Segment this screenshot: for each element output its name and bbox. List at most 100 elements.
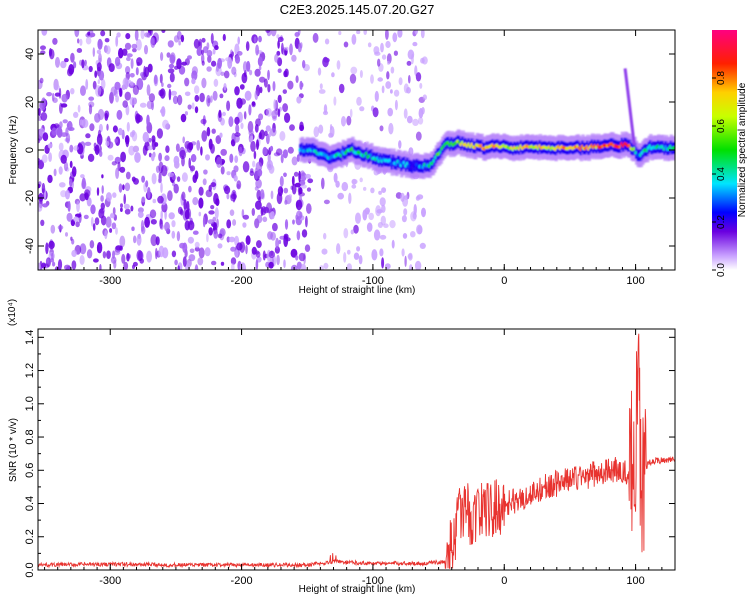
noise-blob [140, 30, 145, 40]
noise-blob [119, 166, 126, 173]
noise-blob [301, 229, 308, 238]
noise-blob [73, 216, 79, 222]
noise-blob [74, 30, 80, 38]
noise-blob [236, 97, 243, 109]
noise-blob [192, 230, 199, 235]
y-tick-label: 0.2 [24, 529, 36, 544]
noise-blob [258, 132, 262, 140]
noise-blob [45, 258, 50, 264]
noise-blob [296, 261, 302, 270]
noise-blob [297, 186, 302, 195]
noise-blob [111, 161, 117, 166]
noise-blob [398, 140, 402, 149]
noise-blob [255, 44, 259, 56]
noise-blob [90, 204, 96, 215]
noise-blob [180, 113, 187, 123]
noise-blob [73, 145, 79, 151]
noise-blob [171, 230, 176, 239]
noise-blob [146, 250, 153, 263]
noise-blob [121, 253, 126, 264]
noise-blob [419, 242, 426, 249]
noise-blob [142, 145, 148, 156]
noise-blob [242, 161, 250, 173]
y-tick-label: 0.4 [24, 496, 36, 511]
noise-blob [158, 152, 163, 162]
noise-blob [280, 154, 284, 164]
noise-blob [353, 224, 359, 234]
noise-blob [184, 111, 188, 116]
colorbar-tick-label: 0.2 [716, 215, 727, 229]
noise-blob [215, 198, 220, 207]
noise-blob [125, 66, 131, 74]
noise-blob [188, 254, 196, 262]
noise-blob [50, 224, 56, 234]
noise-blob [277, 68, 282, 73]
noise-blob [96, 187, 100, 196]
noise-blob [85, 133, 91, 139]
noise-blob [84, 141, 92, 146]
noise-blob [118, 47, 124, 59]
noise-blob [234, 132, 241, 137]
noise-blob [403, 108, 408, 119]
noise-blob [141, 196, 146, 203]
noise-blob [167, 190, 173, 202]
noise-blob [349, 73, 357, 84]
noise-blob [86, 249, 93, 259]
noise-blob [356, 246, 361, 252]
noise-blob [105, 45, 111, 55]
noise-blob [58, 166, 63, 175]
noise-blob [252, 160, 256, 168]
noise-blob [159, 108, 165, 114]
noise-blob [97, 79, 101, 85]
noise-blob [223, 83, 227, 91]
noise-blob [84, 59, 87, 66]
noise-blob [210, 205, 215, 210]
noise-blob [215, 135, 222, 145]
noise-blob [282, 89, 287, 94]
noise-blob [296, 230, 301, 241]
snr-panel: -300 -200 -100 0 100 0.0 0.2 0.4 0.6 0.8 1.0 1.2 1.… [7, 299, 676, 595]
noise-blob [284, 112, 291, 123]
x-tick-label: -300 [99, 575, 121, 587]
noise-blob [414, 260, 422, 270]
noise-blob [110, 212, 115, 218]
noise-blob [54, 92, 61, 97]
noise-blob [210, 33, 214, 44]
colorbar-tick-label: 0.6 [716, 119, 727, 133]
noise-blob [133, 178, 139, 185]
noise-blob [150, 234, 158, 247]
spectrogram-x-ticks: -300 -200 -100 0 100 [44, 30, 676, 287]
noise-blob [47, 143, 53, 149]
noise-blob [280, 187, 284, 194]
x-tick-label: -100 [362, 575, 384, 587]
noise-blob [151, 153, 155, 162]
noise-blob [144, 216, 151, 228]
noise-blob [194, 264, 199, 270]
noise-blob [123, 203, 130, 210]
noise-blob [98, 52, 102, 64]
noise-blob [206, 126, 211, 137]
noise-blob [293, 171, 299, 177]
trace-core [672, 146, 675, 150]
colorbar: 0.0 0.2 0.4 0.6 0.8 Normalized spectral ampl… [712, 30, 748, 277]
noise-blob [65, 232, 68, 237]
noise-blob [66, 212, 73, 222]
noise-blob [224, 185, 231, 195]
y-tick-label: 1.4 [24, 330, 36, 345]
noise-blob [133, 235, 137, 244]
noise-blob [42, 203, 49, 208]
y-tick-label: 1.2 [24, 363, 36, 378]
noise-blob [323, 232, 327, 240]
noise-blob [216, 156, 223, 168]
noise-blob [46, 92, 53, 97]
noise-blob [300, 82, 304, 88]
noise-blob [269, 145, 274, 152]
noise-blob [278, 239, 282, 245]
noise-blob [129, 81, 134, 86]
noise-blob [322, 110, 329, 116]
noise-blob [323, 199, 330, 205]
noise-blob [104, 110, 110, 119]
noise-blob [107, 154, 114, 161]
snr-series-line [38, 333, 675, 569]
